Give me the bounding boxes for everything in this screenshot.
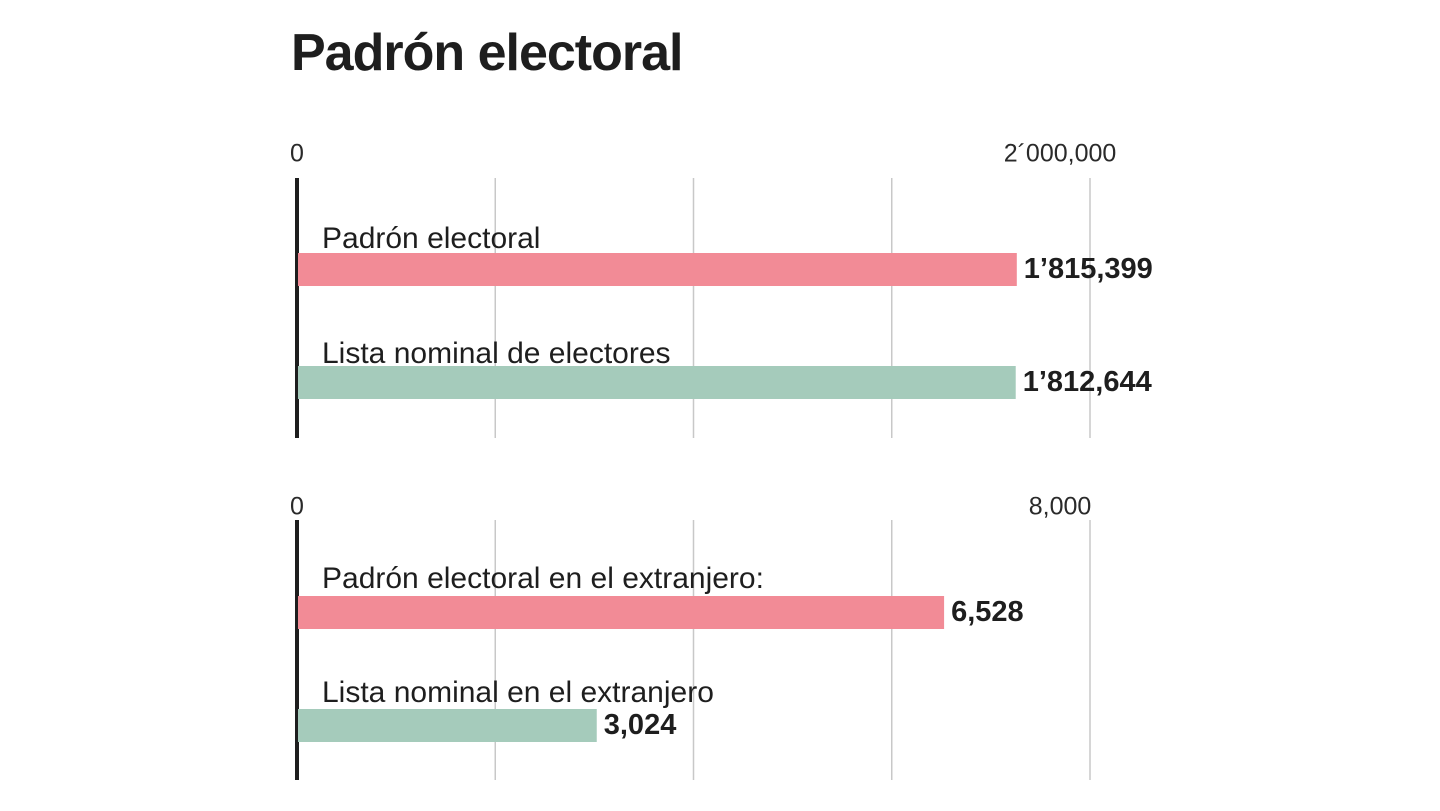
- value-label: 1’812,644: [1023, 366, 1152, 398]
- bar: [298, 596, 945, 629]
- tick-label: 2´000,000: [1004, 140, 1117, 168]
- bar: [298, 709, 597, 742]
- value-label: 3,024: [604, 709, 677, 741]
- value-label: 1’815,399: [1024, 253, 1153, 285]
- chart-panel-2: 0 8,000 Padrón electoral en el extranjero:…: [290, 493, 1091, 780]
- tick-label: 0: [290, 140, 304, 168]
- bar: [298, 366, 1016, 399]
- category-label: Lista nominal en el extranjero: [322, 676, 714, 709]
- chart-title: Padrón electoral: [291, 24, 683, 82]
- tick-label: 8,000: [1029, 493, 1092, 521]
- category-label: Padrón electoral: [322, 222, 540, 255]
- tick-label: 0: [290, 493, 304, 521]
- bar: [298, 253, 1017, 286]
- category-label: Lista nominal de electores: [322, 337, 671, 370]
- category-label: Padrón electoral en el extranjero:: [322, 562, 764, 595]
- value-label: 6,528: [951, 596, 1024, 628]
- chart-panel-1: 0 2´000,000 Padrón electoral 1’815,399 Lista…: [290, 140, 1153, 438]
